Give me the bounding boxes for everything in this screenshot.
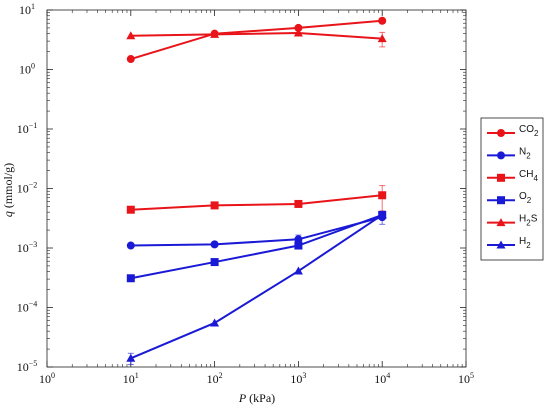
- data-point-H2S: [377, 34, 387, 43]
- data-point-N2: [126, 241, 135, 250]
- legend-entry-CO2: CO2: [487, 124, 539, 138]
- legend-entry-CH4: CH4: [487, 169, 538, 183]
- series-line-CO2: [130, 19, 383, 60]
- data-point-CH4: [378, 191, 387, 200]
- x-tick-label: 102: [207, 371, 223, 386]
- series-layer: [126, 16, 387, 366]
- y-tick-label: 10−4: [17, 300, 38, 315]
- legend-marker: [496, 218, 506, 227]
- legend-marker: [496, 240, 506, 249]
- data-point-H2: [126, 353, 136, 362]
- legend: CO2 N2 CH4 O2 H2S H2: [480, 117, 544, 261]
- y-tick-label: 10−1: [17, 121, 38, 136]
- data-point-CO2: [126, 55, 135, 64]
- series-CO2: [126, 16, 387, 64]
- legend-marker: [497, 173, 505, 182]
- data-point-H2S: [126, 31, 136, 40]
- data-point-N2: [210, 240, 219, 249]
- series-line-H2: [130, 214, 383, 360]
- axis-labels: P (kPa) q (mmol/g): [1, 163, 275, 405]
- legend-entry-H2: H2: [487, 236, 531, 250]
- y-tick-label: 100: [19, 62, 35, 77]
- x-tick-label: 105: [458, 371, 474, 386]
- x-tick-label: 101: [123, 371, 139, 386]
- series-H2: [126, 210, 387, 366]
- data-point-N2: [294, 235, 303, 244]
- plot-area: [46, 9, 467, 368]
- data-point-CO2: [294, 23, 303, 32]
- x-tick-label: 103: [290, 371, 306, 386]
- x-tick-label: 104: [374, 371, 390, 386]
- legend-entry-N2: N2: [487, 146, 531, 160]
- x-axis-label: P (kPa): [238, 391, 275, 405]
- data-point-CO2: [378, 16, 387, 25]
- legend-box: [480, 117, 544, 261]
- y-tick-label: 10−3: [17, 240, 38, 255]
- plot-frame: [46, 9, 467, 368]
- legend-label: H2: [519, 236, 531, 250]
- data-point-H2S: [293, 28, 303, 37]
- data-point-CH4: [126, 205, 135, 214]
- axes: 100 101 102 103 104 105 10−5 10−4 10−3 10−2 10−1 10…: [17, 2, 474, 386]
- legend-label: CH4: [519, 169, 538, 183]
- data-point-H2: [293, 266, 303, 275]
- legend-label: H2S: [519, 214, 538, 228]
- legend-entry-H2S: H2S: [487, 214, 538, 228]
- data-point-O2: [294, 241, 303, 250]
- y-tick-label: 101: [19, 2, 35, 17]
- data-point-H2: [377, 210, 387, 219]
- legend-entry-O2: O2: [487, 191, 532, 205]
- y-tick-label: 10−5: [17, 359, 38, 374]
- y-axis-label: q (mmol/g): [1, 163, 15, 217]
- series-H2S: [126, 28, 387, 48]
- legend-label: N2: [519, 146, 531, 160]
- series-line-N2: [130, 216, 383, 247]
- legend-marker: [497, 151, 505, 160]
- legend-marker: [497, 129, 505, 137]
- series-line-O2: [130, 213, 383, 280]
- x-tick-label: 100: [39, 371, 55, 386]
- data-point-CH4: [294, 199, 303, 208]
- legend-marker: [497, 196, 505, 205]
- data-point-H2S: [210, 29, 220, 38]
- data-point-O2: [126, 274, 135, 283]
- y-tick-label: 10−2: [17, 181, 38, 196]
- data-point-O2: [210, 258, 219, 267]
- series-line-H2S: [130, 32, 383, 40]
- series-line-CH4: [130, 194, 383, 211]
- data-point-H2: [210, 318, 220, 327]
- legend-label: CO2: [519, 124, 539, 138]
- legend-label: O2: [519, 191, 532, 205]
- data-point-CH4: [210, 201, 219, 210]
